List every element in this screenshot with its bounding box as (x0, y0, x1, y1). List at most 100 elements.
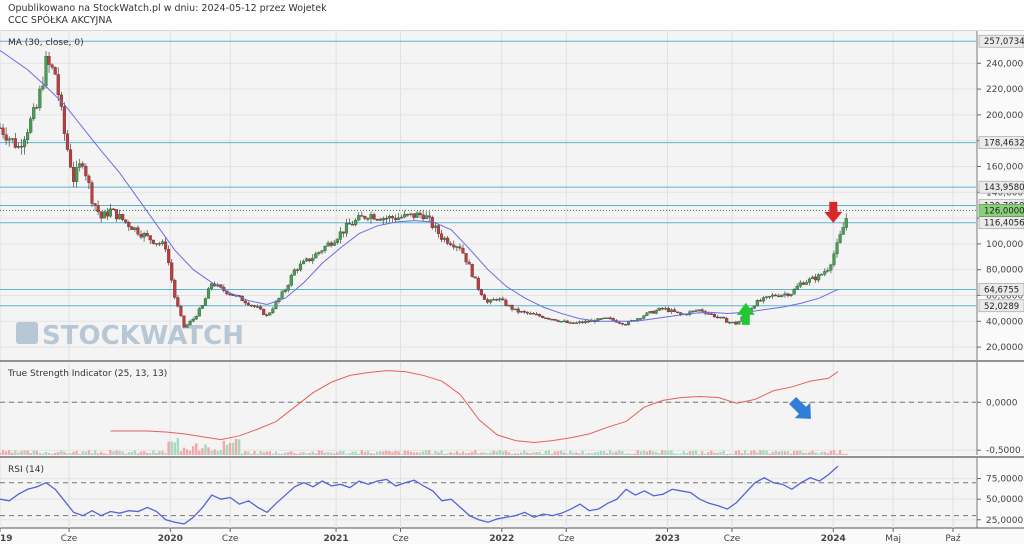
candle-up (280, 291, 284, 299)
volume-bar (299, 452, 302, 455)
candle-down (715, 316, 720, 319)
candle-down (121, 214, 125, 220)
candle-up (118, 214, 122, 220)
volume-bar (69, 453, 72, 455)
volume-bar (179, 451, 183, 455)
level-tag-label: 52,0289 (984, 302, 1019, 312)
candle (501, 296, 505, 301)
volume-bar (664, 450, 667, 455)
candle (525, 311, 529, 315)
candle (584, 319, 588, 324)
volume-bar (566, 453, 569, 455)
candle-up (663, 308, 667, 310)
candle (602, 317, 606, 320)
volume-bar (345, 453, 348, 455)
candle (415, 211, 419, 218)
candle (127, 220, 131, 231)
candle-up (400, 216, 404, 219)
candle (47, 51, 51, 73)
candle (409, 213, 413, 217)
volume-bar (627, 453, 630, 455)
candle-down (467, 261, 471, 265)
candle (19, 138, 24, 155)
candle-up (798, 282, 802, 287)
candle-up (354, 219, 358, 225)
candle-up (627, 321, 631, 325)
candle-up (357, 215, 361, 221)
candle (246, 301, 250, 306)
candle (780, 294, 784, 298)
candle (393, 214, 398, 223)
volume-bar (446, 453, 449, 455)
candle-down (295, 269, 299, 271)
volume-bar (262, 452, 265, 455)
volume-bar (811, 450, 814, 455)
candle-down (1, 127, 5, 135)
volume-bar (636, 450, 639, 455)
candle-up (22, 139, 27, 148)
candle (464, 253, 468, 265)
candle (565, 319, 569, 324)
volume-bar (789, 453, 793, 455)
candle (461, 244, 465, 254)
y-tick-label: 20,0000 (986, 343, 1023, 353)
candle (145, 230, 149, 237)
x-tick-label: Cze (558, 534, 575, 544)
volume-bar (170, 441, 173, 455)
candle (728, 321, 732, 325)
volume-bar (118, 450, 121, 455)
volume-bar (584, 453, 587, 455)
candle-up (160, 241, 165, 244)
candle-down (87, 175, 91, 183)
candle-down (372, 214, 376, 220)
volume-bar (572, 452, 575, 455)
candle (372, 212, 376, 220)
candle (332, 239, 336, 246)
candle (90, 180, 94, 207)
candle-down (363, 216, 367, 219)
volume-bar (737, 450, 741, 455)
candle-down (53, 67, 57, 75)
volume-bar (329, 452, 333, 455)
volume-bar (676, 453, 679, 455)
candle (581, 320, 585, 324)
candle-down (700, 309, 704, 312)
candle-up (492, 299, 496, 301)
candle-down (390, 216, 395, 219)
candle-up (835, 242, 839, 255)
candle (262, 308, 266, 316)
x-tick-label: 2020 (158, 534, 183, 544)
volume-bar (562, 452, 566, 455)
volume-bar (32, 450, 35, 455)
candle-down (84, 166, 88, 177)
volume-bar (624, 453, 627, 455)
volume-bar (421, 451, 425, 455)
candle-down (464, 253, 468, 263)
candle-down (547, 318, 551, 320)
candle (191, 317, 195, 323)
candle (547, 317, 551, 320)
volume-bar (333, 453, 336, 455)
candles (0, 51, 848, 329)
candle-down (406, 214, 410, 216)
candle (200, 304, 204, 310)
volume-bar (792, 451, 796, 455)
volume-bar (250, 453, 253, 455)
candle-up (639, 318, 643, 320)
candle-down (0, 127, 2, 129)
x-tick-label: Paź (945, 534, 961, 544)
candle (179, 304, 183, 318)
volume-bar (575, 452, 578, 455)
candle-down (556, 320, 560, 322)
volume-bar (510, 453, 514, 455)
candle-up (807, 278, 812, 283)
candle (764, 296, 769, 300)
candle (78, 158, 82, 172)
volume-bar (645, 451, 649, 455)
candle-up (498, 298, 502, 301)
candle (823, 268, 827, 277)
volume-bar (1, 450, 5, 455)
volume-bar (35, 450, 38, 455)
candle (722, 316, 726, 319)
candle (305, 257, 309, 263)
